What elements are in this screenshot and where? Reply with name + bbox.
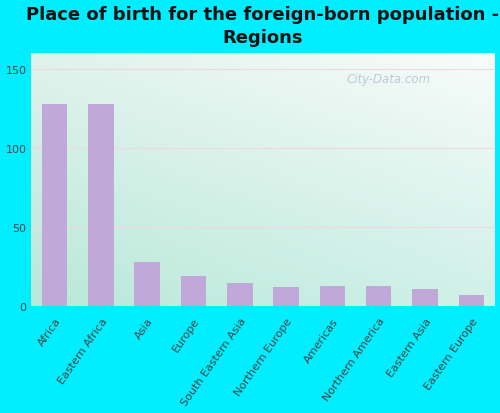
Title: Place of birth for the foreign-born population -
Regions: Place of birth for the foreign-born popu… — [26, 5, 500, 47]
Text: City-Data.com: City-Data.com — [346, 73, 430, 86]
Bar — [320, 286, 345, 307]
Bar — [412, 290, 438, 307]
Bar — [42, 104, 68, 307]
Bar — [134, 263, 160, 307]
Bar — [227, 283, 252, 307]
Bar — [458, 296, 484, 307]
Bar — [88, 104, 114, 307]
Bar — [274, 288, 299, 307]
Bar — [366, 286, 392, 307]
Bar — [180, 277, 206, 307]
